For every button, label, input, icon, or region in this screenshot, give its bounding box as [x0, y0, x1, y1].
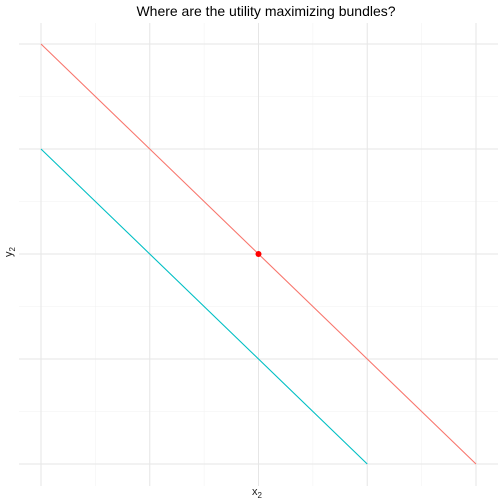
x-axis-title-base: x — [252, 486, 258, 498]
y-axis-title-base: y — [3, 251, 15, 257]
x-axis-title-subscript: 2 — [258, 491, 263, 500]
points-group — [255, 251, 262, 257]
grid — [19, 23, 498, 486]
series-line-2 — [40, 148, 368, 465]
data-point-1 — [255, 251, 262, 257]
y-axis-title: y2 — [3, 246, 17, 257]
chart-title: Where are the utility maximizing bundles… — [136, 3, 395, 19]
x-axis-title: x2 — [252, 486, 263, 500]
y-axis-title-subscript: 2 — [8, 246, 17, 251]
